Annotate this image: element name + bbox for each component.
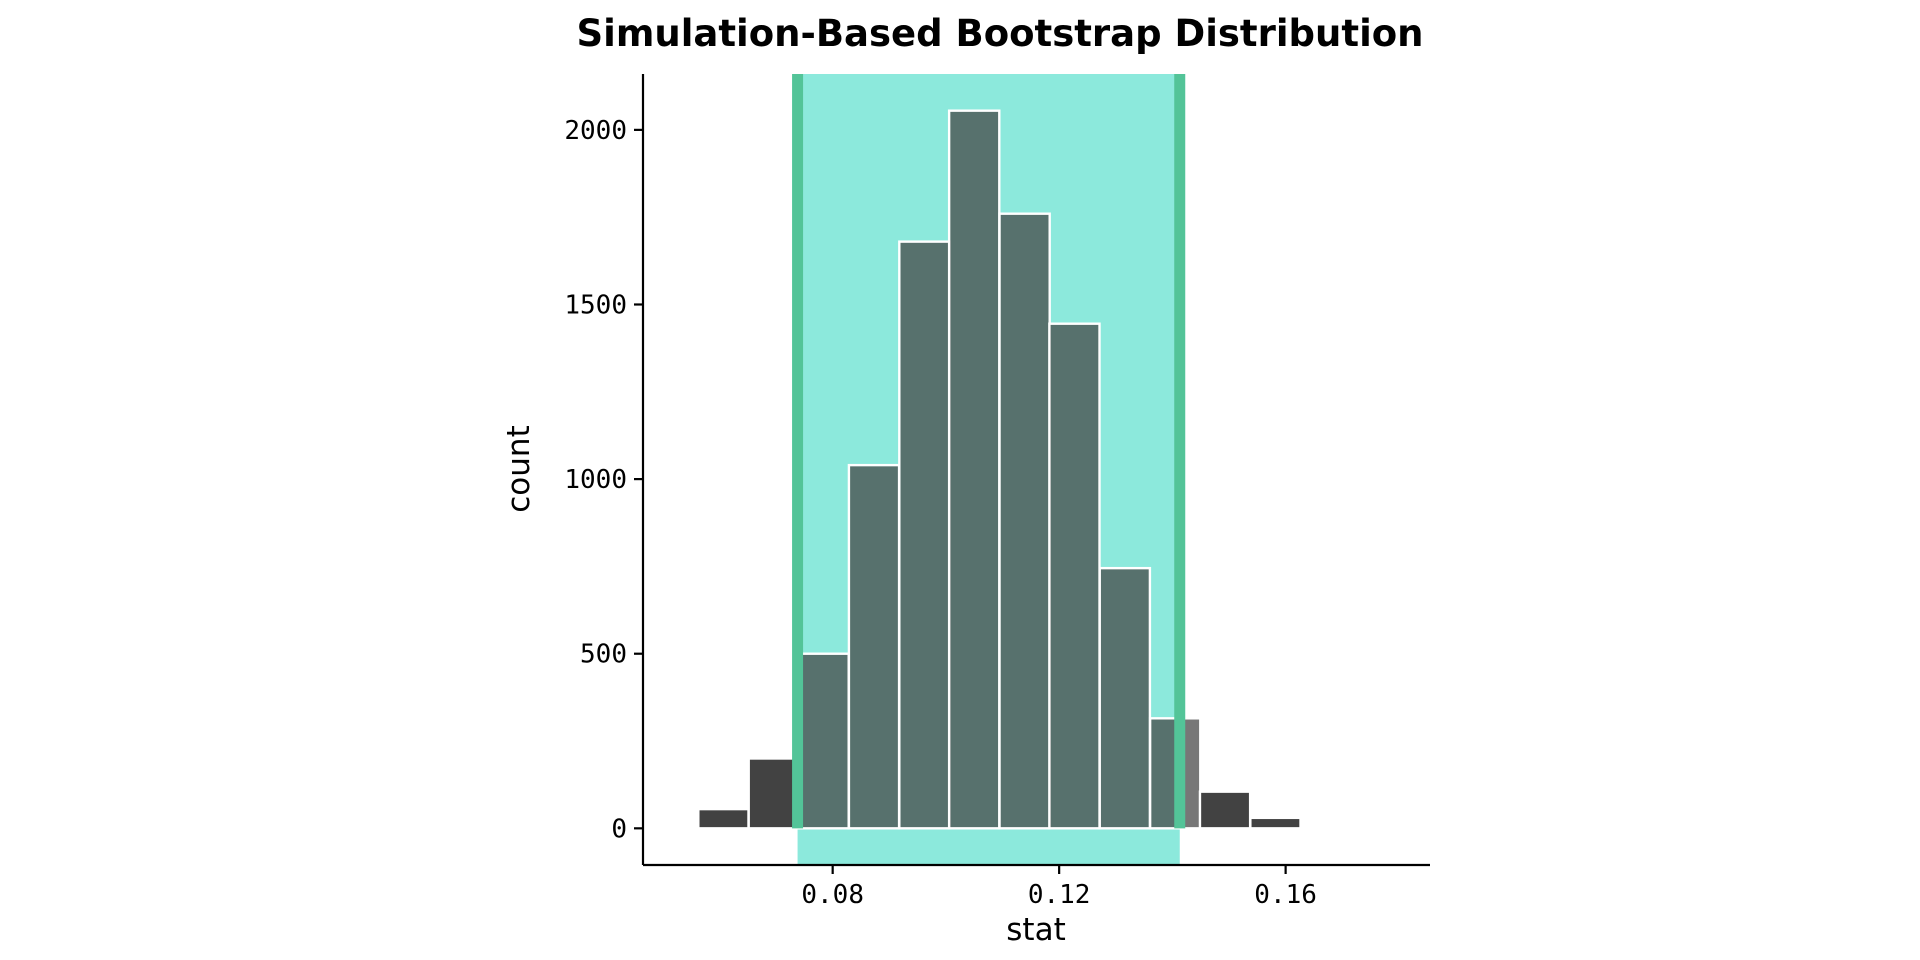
y-tick-label: 2000 — [564, 116, 627, 146]
histogram-bar-2 — [697, 807, 750, 830]
x-tick-label: 0.16 — [1254, 880, 1317, 910]
histogram-bar-9 — [1048, 322, 1101, 830]
histogram-bar-5 — [847, 463, 901, 830]
histogram-bar-6 — [898, 240, 951, 830]
histogram-bar-13 — [1249, 816, 1302, 830]
x-tick-label: 0.08 — [801, 880, 864, 910]
y-tick-label: 0 — [611, 814, 627, 844]
x-tick-label: 0.12 — [1028, 880, 1091, 910]
chart-title: Simulation-Based Bootstrap Distribution — [576, 12, 1423, 55]
histogram-bar-3 — [747, 757, 801, 830]
histogram-bars — [647, 109, 1302, 830]
histogram-bar-8 — [998, 212, 1051, 830]
histogram-bar-4 — [797, 652, 850, 830]
y-axis-title: count — [501, 425, 537, 512]
x-axis-ticks: 0.08 0.12 0.16 — [801, 865, 1317, 910]
y-tick-label: 1500 — [564, 290, 627, 320]
y-axis-ticks: 0 500 1000 1500 2000 — [564, 116, 643, 844]
x-axis-title: stat — [1006, 912, 1065, 948]
histogram-bar-10 — [1098, 566, 1152, 830]
histogram-bar-12 — [1198, 790, 1252, 830]
histogram-bar-7 — [947, 109, 1001, 830]
y-tick-label: 500 — [580, 640, 627, 670]
histogram-bar-1 — [647, 825, 700, 830]
y-tick-label: 1000 — [564, 465, 627, 495]
confidence-interval-endpoints — [792, 74, 1186, 829]
